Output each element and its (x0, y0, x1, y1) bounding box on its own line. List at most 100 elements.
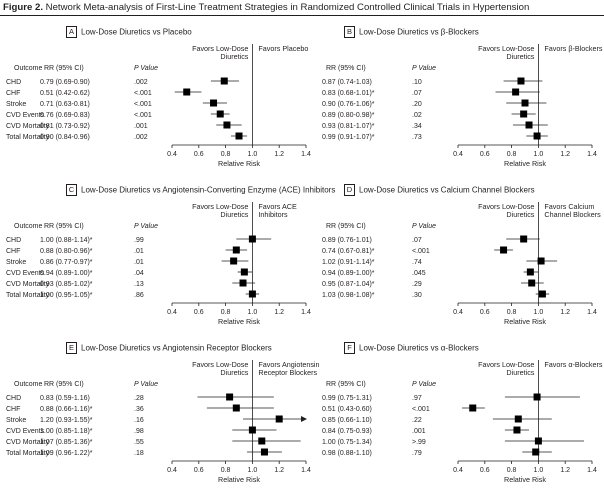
x-tick-label: 1.2 (274, 151, 284, 158)
point-estimate (469, 404, 477, 412)
p-value: <.001 (134, 112, 152, 119)
point-estimate (232, 404, 240, 412)
panel-header: C Low-Dose Diuretics vs Angiotensin-Conve… (66, 184, 335, 196)
x-tick-label: 0.6 (194, 467, 204, 474)
outcome-label: CVD Events (6, 428, 45, 435)
favors-left-label: Diuretics (220, 368, 248, 377)
x-tick-label: 1.0 (534, 467, 544, 474)
x-tick-label: 0.4 (453, 467, 463, 474)
favors-left-label: Favors Low-Dose (192, 202, 248, 211)
outcome-label: CHD (6, 395, 21, 402)
p-value: .18 (134, 450, 144, 457)
panel-header: D Low-Dose Diuretics vs Calcium Channel B… (344, 184, 535, 196)
rr-header: RR (95% CI) (326, 223, 366, 230)
rr-value: 0.89 (0.80-0.98)* (322, 112, 375, 119)
p-value: .04 (134, 270, 144, 277)
x-tick-label: 0.6 (480, 309, 490, 316)
p-value-header: P Value (412, 381, 436, 388)
caption-rule (0, 15, 604, 16)
outcome-header: Outcome (14, 381, 43, 388)
panel-letter: E (66, 342, 77, 354)
panel-letter: A (66, 26, 77, 38)
favors-left-label: Diuretics (506, 52, 534, 61)
rr-value: 0.89 (0.76-1.01) (322, 237, 372, 244)
rr-value: 0.84 (0.75-0.93) (322, 428, 372, 435)
x-tick-label: 0.8 (507, 151, 517, 158)
panel-d: D Low-Dose Diuretics vs Calcium Channel B… (304, 184, 602, 344)
p-value-header: P Value (134, 223, 158, 230)
rr-value: 1.03 (0.98-1.08)* (322, 292, 375, 299)
point-estimate (537, 257, 545, 265)
point-estimate (258, 437, 266, 445)
p-value: .74 (412, 259, 422, 266)
rr-header: RR (95% CI) (44, 223, 84, 230)
point-estimate (532, 448, 540, 456)
point-estimate (538, 290, 546, 298)
x-tick-label: 0.4 (167, 151, 177, 158)
p-value: .002 (134, 79, 148, 86)
outcome-label: Total Mortality (6, 134, 50, 141)
x-tick-label: 1.4 (301, 309, 311, 316)
panel-letter: D (344, 184, 355, 196)
x-axis-label: Relative Risk (504, 317, 546, 326)
x-tick-label: 0.8 (507, 467, 517, 474)
rr-header: RR (95% CI) (326, 65, 366, 72)
x-tick-label: 0.4 (167, 467, 177, 474)
point-estimate (520, 110, 528, 118)
outcome-label: Stroke (6, 259, 26, 266)
point-estimate (226, 393, 234, 401)
point-estimate (210, 99, 218, 107)
x-tick-label: 0.6 (480, 467, 490, 474)
point-estimate (534, 437, 542, 445)
panel-e: E Low-Dose Diuretics vs Angiotensin Recep… (4, 342, 320, 502)
p-value: .55 (134, 439, 144, 446)
rr-value: 0.81 (0.73-0.92) (40, 123, 90, 130)
rr-value: 0.88 (0.66-1.16)* (40, 406, 93, 413)
p-value: .36 (134, 406, 144, 413)
x-tick-label: 0.4 (453, 309, 463, 316)
rr-value: 0.94 (0.89-1.00)* (322, 270, 375, 277)
x-tick-label: 1.0 (248, 309, 258, 316)
favors-left-label: Favors Low-Dose (478, 44, 534, 53)
p-value: <.001 (134, 90, 152, 97)
x-tick-label: 0.6 (194, 151, 204, 158)
p-value-header: P Value (412, 223, 436, 230)
point-estimate (248, 235, 256, 243)
x-tick-label: 0.8 (507, 309, 517, 316)
point-estimate (239, 279, 247, 287)
panel-title: Low-Dose Diuretics vs Angiotensin Recept… (81, 343, 272, 353)
outcome-label: CHF (6, 90, 20, 97)
outcome-header: Outcome (14, 65, 43, 72)
rr-value: 0.90 (0.84-0.96) (40, 134, 90, 141)
rr-value: 0.51 (0.42-0.62) (40, 90, 90, 97)
p-value: .045 (412, 270, 426, 277)
point-estimate (235, 132, 243, 140)
point-estimate (248, 290, 256, 298)
p-value: .30 (412, 292, 422, 299)
rr-value: 1.09 (0.96-1.22)* (40, 450, 93, 457)
x-tick-label: 1.2 (560, 467, 570, 474)
p-value: .10 (412, 79, 422, 86)
x-tick-label: 0.8 (221, 151, 231, 158)
favors-right-label: Favors α-Blockers (544, 360, 602, 369)
point-estimate (500, 246, 508, 254)
outcome-label: CHD (6, 237, 21, 244)
x-axis-label: Relative Risk (504, 475, 546, 484)
favors-left-label: Favors Low-Dose (478, 360, 534, 369)
rr-value: 0.90 (0.76-1.06)* (322, 101, 375, 108)
x-tick-label: 0.4 (453, 151, 463, 158)
x-axis-label: Relative Risk (218, 317, 260, 326)
point-estimate (248, 426, 256, 434)
p-value: .07 (412, 237, 422, 244)
panel-letter: C (66, 184, 77, 196)
point-estimate (517, 77, 525, 85)
rr-value: 0.99 (0.91-1.07)* (322, 134, 375, 141)
point-estimate (520, 235, 528, 243)
rr-value: 1.20 (0.93-1.55)* (40, 417, 93, 424)
p-value: .29 (412, 281, 422, 288)
point-estimate (240, 268, 248, 276)
x-tick-label: 1.0 (248, 151, 258, 158)
